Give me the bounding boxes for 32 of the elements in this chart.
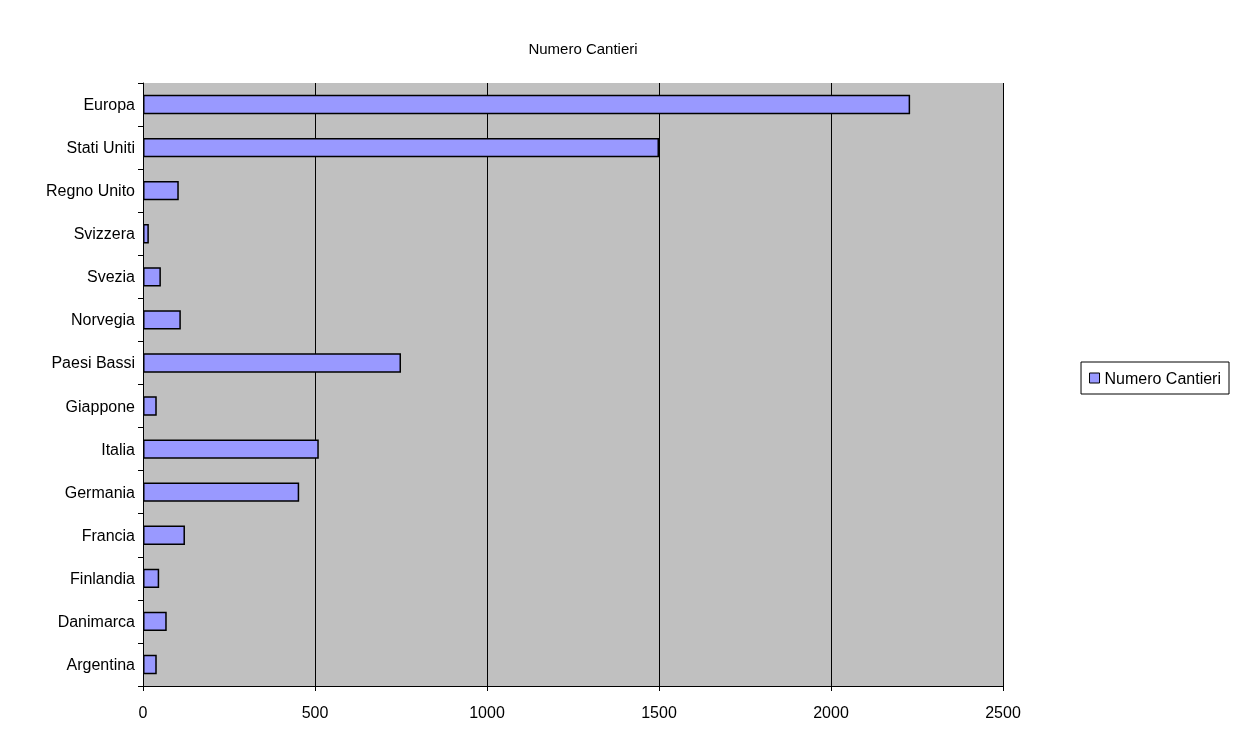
y-tick-label: Svezia	[86, 268, 136, 286]
bar	[143, 310, 181, 330]
x-tick-label: 0	[138, 703, 148, 721]
bar	[143, 267, 161, 287]
y-tick-label: Stati Uniti	[66, 139, 135, 157]
bar	[143, 611, 167, 632]
y-tick-label: Regno Unito	[46, 182, 136, 200]
legend-label: Numero Cantieri	[1104, 369, 1221, 387]
y-tick-label: Europa	[83, 96, 136, 114]
bar	[143, 396, 157, 416]
y-tick-label: Giappone	[65, 397, 136, 415]
y-tick-label: Francia	[81, 526, 136, 544]
y-tick-label: Germania	[64, 483, 136, 501]
x-tick-label: 2000	[813, 703, 849, 721]
bar	[143, 224, 149, 244]
bar	[143, 654, 157, 675]
y-tick-label: Argentina	[66, 655, 136, 673]
y-tick-label: Norvegia	[70, 311, 136, 329]
bar	[143, 180, 179, 201]
x-tick-label: 500	[301, 703, 329, 721]
x-tick-label: 1500	[641, 703, 677, 721]
chart-title: Numero Cantieri	[528, 40, 638, 57]
y-tick-label: Paesi Bassi	[51, 354, 135, 372]
x-tick-label: 2500	[985, 703, 1021, 721]
y-tick-label: Finlandia	[70, 569, 136, 587]
y-tick-label: Italia	[101, 440, 136, 458]
x-tick-label: 1000	[469, 703, 505, 721]
bar	[143, 568, 160, 589]
bar	[143, 525, 185, 545]
y-tick-label: Svizzera	[73, 225, 136, 243]
bar	[143, 482, 300, 502]
y-tick-label: Danimarca	[57, 612, 136, 630]
